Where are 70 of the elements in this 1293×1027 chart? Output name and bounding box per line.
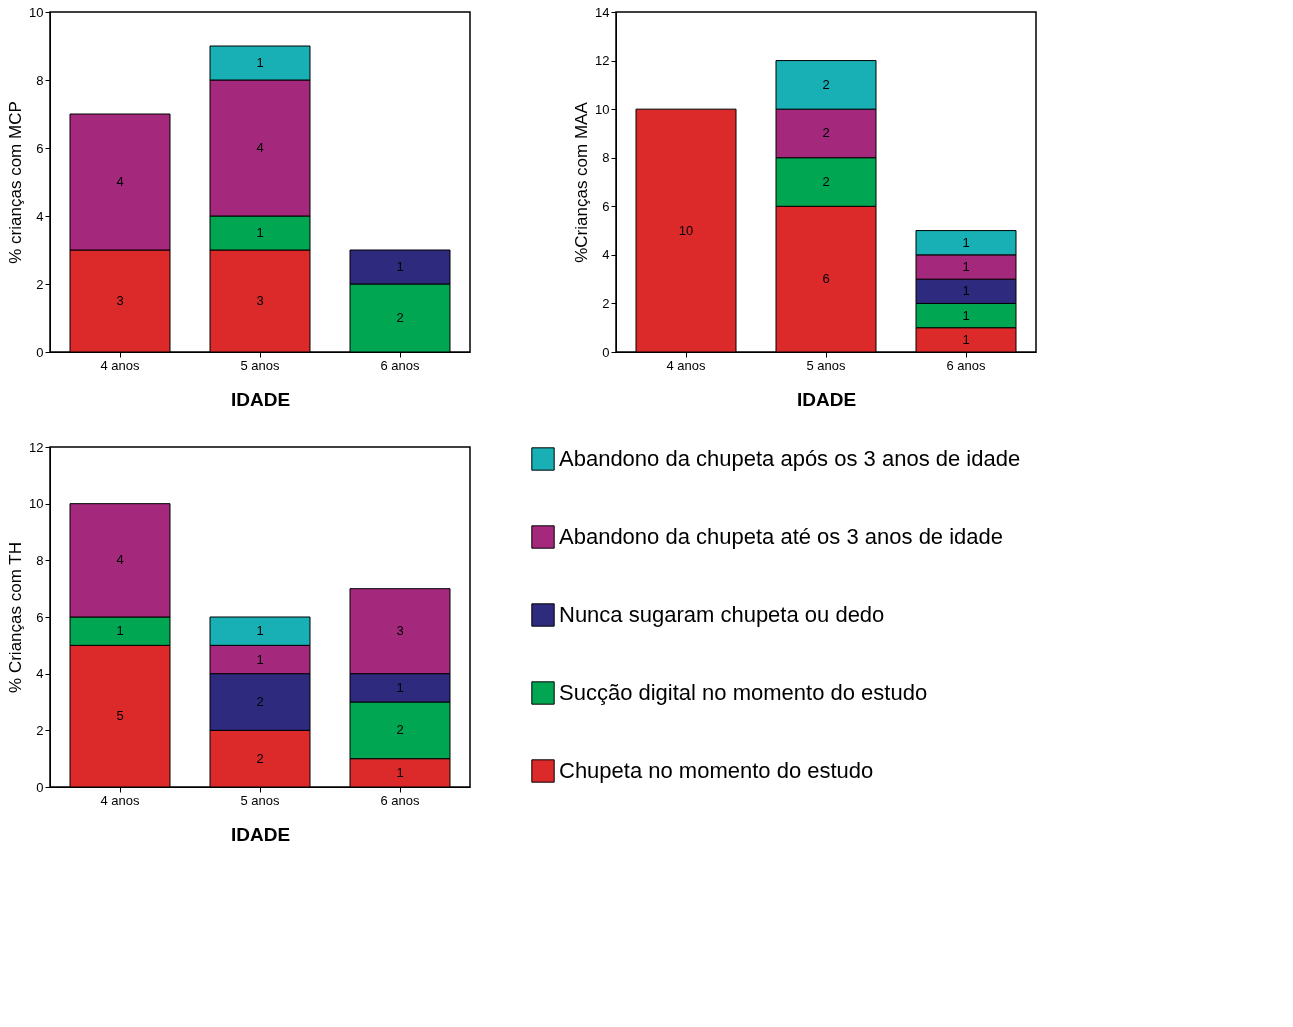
y-tick-label: 10 <box>29 496 44 512</box>
legend-label: Sucção digital no momento do estudo <box>559 680 928 705</box>
y-tick-label: 8 <box>602 150 610 166</box>
data-label: 1 <box>962 331 970 347</box>
y-tick-label: 6 <box>36 140 44 156</box>
data-label: 1 <box>962 307 970 323</box>
data-label: 3 <box>396 623 404 639</box>
data-label: 1 <box>256 623 264 639</box>
data-label: 6 <box>822 271 830 287</box>
y-tick-label: 10 <box>595 101 610 117</box>
y-tick-label: 4 <box>602 247 610 263</box>
x-tick-label: 6 anos <box>380 357 421 373</box>
data-label: 1 <box>396 764 404 780</box>
data-label: 2 <box>822 76 830 92</box>
x-tick-label: 6 anos <box>946 357 987 373</box>
x-tick-label: 5 anos <box>240 792 281 808</box>
y-tick-label: 4 <box>36 666 44 682</box>
y-tick-label: 6 <box>36 609 44 625</box>
y-tick-label: 8 <box>36 552 44 568</box>
data-label: 5 <box>116 708 124 724</box>
y-tick-label: 14 <box>595 4 610 20</box>
data-label: 1 <box>256 225 264 240</box>
data-label: 4 <box>116 552 124 568</box>
legend-label: Chupeta no momento do estudo <box>559 758 874 783</box>
x-tick-label: 4 anos <box>666 357 707 373</box>
y-tick-label: 2 <box>36 276 44 292</box>
y-tick-label: 12 <box>595 53 610 69</box>
data-label: 2 <box>396 310 404 325</box>
legend-label: Abandono da chupeta até os 3 anos de idade <box>559 524 1004 549</box>
y-axis-title: % crianças com MCP <box>6 101 26 264</box>
data-label: 4 <box>256 140 264 155</box>
x-axis-title: IDADE <box>230 388 291 410</box>
x-axis-title: IDADE <box>796 388 857 410</box>
data-label: 2 <box>822 125 830 141</box>
data-label: 2 <box>256 694 264 709</box>
x-tick-label: 5 anos <box>806 357 847 373</box>
data-label: 3 <box>256 293 264 308</box>
y-tick-label: 0 <box>36 779 44 795</box>
data-label: 1 <box>396 679 404 695</box>
data-label: 2 <box>396 722 404 738</box>
data-label: 1 <box>962 234 970 250</box>
x-axis-title: IDADE <box>230 823 291 845</box>
data-label: 1 <box>962 283 970 299</box>
y-tick-label: 6 <box>602 198 610 214</box>
y-tick-label: 2 <box>36 722 44 738</box>
x-tick-label: 6 anos <box>380 792 421 808</box>
data-label: 1 <box>256 55 264 70</box>
y-tick-label: 4 <box>36 208 44 224</box>
data-label: 1 <box>116 623 124 639</box>
y-axis-title: %Crianças com MAA <box>572 101 592 263</box>
data-label: 1 <box>962 259 970 274</box>
data-label: 1 <box>256 651 264 667</box>
data-label: 1 <box>396 259 404 274</box>
x-tick-label: 4 anos <box>100 357 141 373</box>
data-label: 3 <box>116 293 124 308</box>
legend-label: Nunca sugaram chupeta ou dedo <box>559 602 885 627</box>
y-tick-label: 12 <box>29 439 44 455</box>
data-label: 2 <box>822 174 830 189</box>
y-axis-title: % Crianças com TH <box>6 542 26 693</box>
x-tick-label: 5 anos <box>240 357 281 373</box>
x-tick-label: 4 anos <box>100 792 141 808</box>
y-tick-label: 10 <box>29 4 44 20</box>
y-tick-label: 8 <box>36 72 44 88</box>
legend-label: Abandono da chupeta após os 3 anos de idade <box>559 446 1021 471</box>
y-tick-label: 0 <box>36 344 44 360</box>
data-label: 10 <box>678 222 694 238</box>
data-label: 4 <box>116 174 124 189</box>
y-tick-label: 2 <box>602 295 610 311</box>
data-label: 2 <box>256 750 264 766</box>
y-tick-label: 0 <box>602 344 610 360</box>
